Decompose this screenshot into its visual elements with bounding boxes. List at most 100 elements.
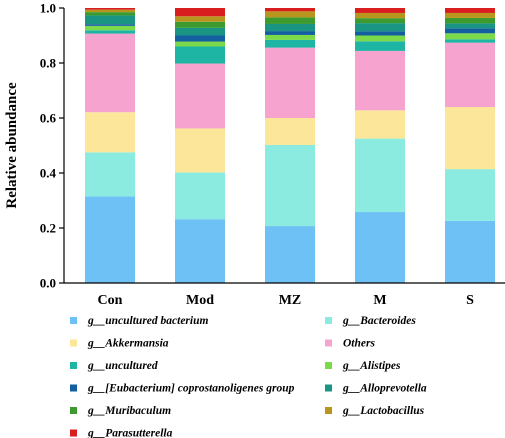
- y-tick-label: 0.0: [40, 276, 56, 291]
- bar-segment-m-g-uncultured: [355, 41, 405, 51]
- plot-area: [85, 8, 495, 283]
- legend-label: g__Parasutterella: [87, 428, 173, 438]
- legend-label: g__Lactobacillus: [342, 405, 425, 417]
- bar-segment-con-g-uncultured: [85, 30, 135, 34]
- bar-segment-mod-g-alistipes: [175, 41, 225, 47]
- bar-segment-con-g-alloprevotella: [85, 15, 135, 25]
- bar-segment-con-g-bacteroides: [85, 152, 135, 197]
- legend-swatch: [325, 362, 332, 369]
- bar-segment-con-g-alistipes: [85, 25, 135, 31]
- legend-label: g__Akkermansia: [87, 338, 169, 350]
- legend-item-others: Others: [325, 338, 375, 350]
- legend-label: g__uncultured bacterium: [87, 315, 209, 327]
- bar-segment-mod-g-alloprevotella: [175, 27, 225, 36]
- bar-segment-m-g-uncultured-bacterium: [355, 212, 405, 283]
- legend-label: g__Bacteroides: [342, 315, 416, 327]
- bar-segment-s-g-uncultured-bacterium: [445, 220, 495, 283]
- legend-swatch: [325, 407, 332, 414]
- bar-segment-mod-g-eubacterium-coprostanoligenes-group: [175, 35, 225, 42]
- legend-swatch: [70, 317, 77, 324]
- bar-segment-mz-g-alistipes: [265, 34, 315, 40]
- bar-segment-mod-g-uncultured-bacterium: [175, 219, 225, 283]
- bar-segment-con-g-eubacterium-coprostanoligenes-group: [85, 24, 135, 26]
- bar-segment-s-g-lactobacillus: [445, 12, 495, 18]
- legend-item-g-bacteroides: g__Bacteroides: [325, 315, 416, 327]
- legend-swatch: [70, 429, 77, 437]
- legend-swatch: [70, 362, 77, 369]
- y-tick-label: 0.6: [40, 111, 57, 126]
- bar-segment-m-g-alloprevotella: [355, 23, 405, 32]
- bar-segment-s-g-alistipes: [445, 33, 495, 40]
- bar-segment-m-others: [355, 50, 405, 111]
- legend-item-g-uncultured: g__uncultured: [70, 360, 158, 372]
- bar-segment-s-g-bacteroides: [445, 169, 495, 221]
- bar-segment-m-g-bacteroides: [355, 138, 405, 213]
- bar-segment-mz-g-eubacterium-coprostanoligenes-group: [265, 31, 315, 35]
- legend-swatch: [325, 339, 332, 347]
- bar-segment-mod-g-uncultured: [175, 46, 225, 64]
- bar-segment-mod-g-akkermansia: [175, 128, 225, 173]
- bar-segment-s-g-parasutterella: [445, 8, 495, 13]
- bar-segment-mod-g-parasutterella: [175, 8, 225, 17]
- bar-segment-mod-g-muribaculum: [175, 21, 225, 28]
- legend-swatch: [70, 407, 77, 414]
- bar-segment-m-g-akkermansia: [355, 110, 405, 139]
- legend-item-g-alistipes: g__Alistipes: [325, 360, 401, 372]
- bar-stack-mod: [175, 8, 225, 283]
- bar-segment-con-g-lactobacillus: [85, 9, 135, 13]
- x-tick-label-con: Con: [98, 293, 123, 308]
- bar-segment-mz-g-akkermansia: [265, 118, 315, 145]
- legend-swatch: [325, 384, 332, 392]
- legend-item-g-lactobacillus: g__Lactobacillus: [325, 405, 425, 417]
- y-tick-label: 1.0: [40, 1, 56, 16]
- legend-label: g__Alloprevotella: [342, 383, 427, 395]
- x-tick-label-mod: Mod: [186, 293, 214, 308]
- bar-segment-s-g-eubacterium-coprostanoligenes-group: [445, 28, 495, 34]
- y-tick-label: 0.8: [40, 56, 57, 71]
- bar-segment-mz-g-muribaculum: [265, 17, 315, 24]
- legend-swatch: [70, 384, 77, 392]
- bar-stack-mz: [265, 8, 315, 283]
- bar-segment-mz-g-alloprevotella: [265, 23, 315, 32]
- bar-segment-mod-g-bacteroides: [175, 172, 225, 220]
- legend-swatch: [325, 317, 332, 324]
- bar-segment-m-g-lactobacillus: [355, 12, 405, 19]
- bar-segment-mod-g-lactobacillus: [175, 16, 225, 22]
- bar-segment-s-others: [445, 42, 495, 107]
- bar-segment-mz-g-bacteroides: [265, 144, 315, 227]
- legend-label: g__Alistipes: [342, 360, 401, 372]
- bar-segment-con-g-muribaculum: [85, 12, 135, 16]
- legend-item-g-eubacterium-coprostanoligenes-group: g__[Eubacterium] coprostanoligenes group: [70, 383, 295, 395]
- bar-segment-mz-others: [265, 47, 315, 118]
- legend-item-g-alloprevotella: g__Alloprevotella: [325, 383, 427, 395]
- x-tick-label-s: S: [466, 293, 474, 308]
- legend-item-g-parasutterella: g__Parasutterella: [70, 428, 173, 438]
- bar-segment-con-g-akkermansia: [85, 112, 135, 153]
- bar-segment-m-g-parasutterella: [355, 8, 405, 13]
- legend: g__uncultured bacterium g__Bacteroides g__…: [70, 315, 427, 438]
- bar-segment-mz-g-lactobacillus: [265, 11, 315, 18]
- legend-label: Others: [343, 338, 375, 350]
- y-tick-label: 0.4: [40, 166, 57, 181]
- bar-segment-m-g-eubacterium-coprostanoligenes-group: [355, 31, 405, 36]
- bar-segment-m-g-muribaculum: [355, 18, 405, 24]
- bar-segment-s-g-muribaculum: [445, 17, 495, 24]
- bar-stack-con: [85, 8, 135, 283]
- bar-segment-mz-g-uncultured-bacterium: [265, 226, 315, 283]
- legend-item-g-uncultured-bacterium: g__uncultured bacterium: [70, 315, 209, 327]
- bar-segment-mz-g-parasutterella: [265, 8, 315, 12]
- bar-stack-s: [445, 8, 495, 283]
- bar-segment-mod-others: [175, 63, 225, 129]
- x-tick-label-m: M: [373, 293, 386, 308]
- y-tick-label: 0.2: [40, 221, 56, 236]
- bar-segment-s-g-alloprevotella: [445, 23, 495, 29]
- x-tick-label-mz: MZ: [279, 293, 302, 308]
- legend-item-g-akkermansia: g__Akkermansia: [70, 338, 169, 350]
- bar-segment-con-others: [85, 33, 135, 113]
- bar-segment-m-g-alistipes: [355, 35, 405, 42]
- legend-label: g__uncultured: [87, 360, 158, 372]
- bar-stack-m: [355, 8, 405, 283]
- legend-swatch: [70, 339, 77, 347]
- bar-segment-mz-g-uncultured: [265, 39, 315, 48]
